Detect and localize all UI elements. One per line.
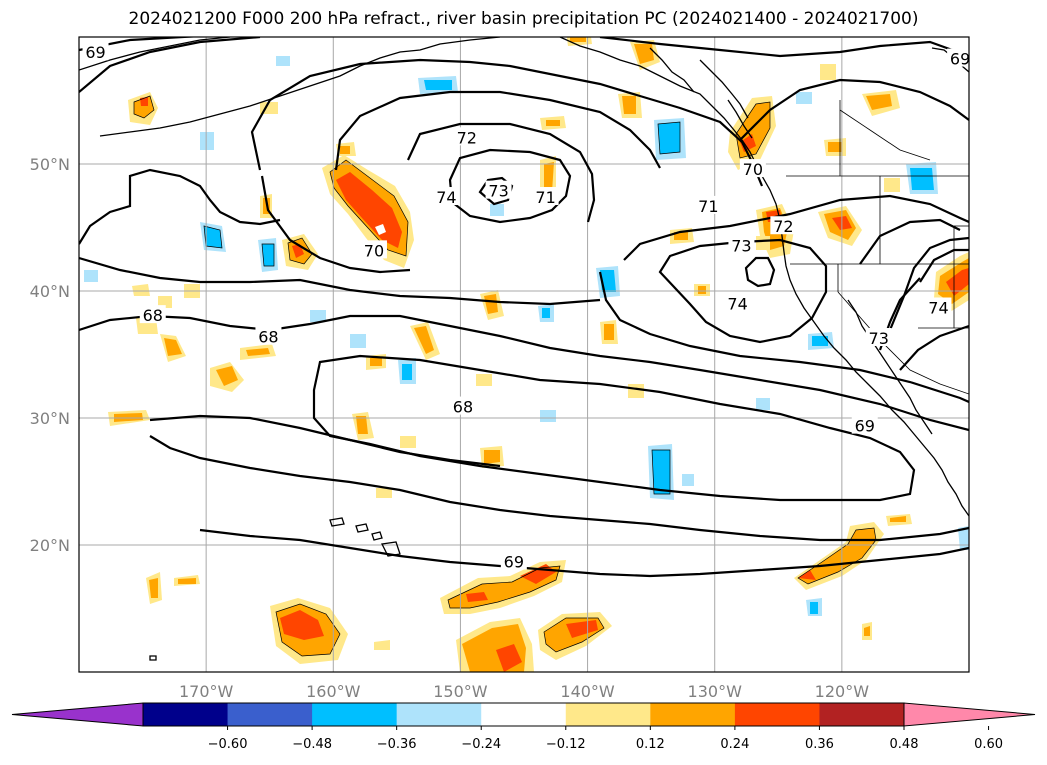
contour-label-halo [770,216,797,235]
figure-title: 2024021200 F000 200 hPa refract., river … [128,9,919,29]
colorbar-segment [396,703,482,726]
contour-label: 72 [457,128,477,147]
latitude-tick-label: 30°N [30,409,70,428]
latitude-tick-label: 20°N [30,536,70,555]
colorbar-frame [142,702,905,727]
refractivity-contours [79,37,969,578]
latitude-labels: 20°N 30°N 40°N 50°N [30,155,70,555]
longitude-tick-label: 120°W [815,682,870,701]
colorbar-segment [143,703,229,726]
colorbar-tick-label: 0.48 [890,737,919,752]
colorbar-extend-low [11,702,144,727]
colorbar-tick-label: −0.12 [546,737,586,752]
contour-label-halo [739,159,766,178]
contour-label: 70 [364,241,384,260]
latitude-tick-label: 40°N [30,282,70,301]
coastlines [79,37,969,661]
contour-label-halo [728,235,755,254]
colorbar-segment [819,703,905,726]
colorbar-segment [227,703,313,726]
colorbar-tick-label: −0.60 [208,737,248,752]
precipitation-shading [84,37,969,672]
colorbar-segment [565,703,651,726]
contour-label: 69 [504,553,524,572]
colorbar-segment [734,703,820,726]
longitude-tick-label: 170°W [179,682,234,701]
contour-label-halo [695,195,722,214]
colorbar: −0.60 −0.48 −0.36 −0.24 −0.12 0.12 0.24 0.36 0.4… [11,702,1036,752]
contour-label-halo [453,127,480,146]
contour-label: 69 [855,417,875,436]
contour-label: 68 [143,306,163,325]
contour-label-halo [433,187,460,206]
contour-label-halo [532,187,559,206]
colorbar-segment [481,703,567,726]
contour-label: 68 [258,328,278,347]
longitude-tick-label: 160°W [306,682,361,701]
colorbar-tick-label: −0.36 [377,737,417,752]
contour-label-halo [724,293,751,312]
contour-label-halo [360,240,387,259]
contour-label-halo [82,42,109,61]
colorbar-segment [650,703,736,726]
colorbar-tick-label: 0.12 [636,737,665,752]
colorbar-tick-label: −0.24 [461,737,501,752]
contour-label: 68 [453,398,473,417]
contour-label-halo [255,326,282,345]
colorbar-tick-label: 0.36 [805,737,834,752]
contour-label-halo [865,327,892,346]
contour-label: 73 [488,182,508,201]
contour-label-halo [925,297,952,316]
contour-label: 73 [731,236,751,255]
contour-label-halo [485,180,512,199]
contour-label: 70 [743,160,763,179]
contour-label: 69 [950,50,970,69]
longitude-labels: 170°W 160°W 150°W 140°W 130°W 120°W [179,682,869,701]
shading-outlines [133,95,877,657]
contour-label: 74 [928,299,948,318]
contour-label: 71 [698,197,718,216]
contour-label: 71 [535,188,555,207]
contour-label-halo [947,48,969,67]
longitude-tick-label: 150°W [433,682,488,701]
colorbar-extend-high [903,702,1036,727]
contour-label: 73 [869,329,889,348]
colorbar-tick-label: 0.60 [974,737,1003,752]
latitude-tick-label: 50°N [30,155,70,174]
colorbar-segment [312,703,398,726]
map-plot-area: 69 69 72 74 73 71 70 71 72 73 74 74 73 70 68 68 68 69 69 [79,37,970,672]
contour-label: 69 [85,43,105,62]
contour-label: 74 [727,295,747,314]
contour-label-halo [851,415,878,434]
longitude-tick-label: 130°W [688,682,743,701]
colorbar-tick-label: 0.24 [720,737,749,752]
contour-label-halo [500,551,527,570]
colorbar-tick-label: −0.48 [292,737,332,752]
contour-label-halo [139,305,166,324]
map-frame [78,36,970,673]
longitude-tick-label: 140°W [560,682,615,701]
contour-labels: 69 69 72 74 73 71 70 71 72 73 74 74 73 70 68 68 68 69 69 [82,42,970,572]
contour-label: 74 [436,188,456,207]
contour-label: 72 [773,217,793,236]
contour-label-halo [449,396,476,415]
